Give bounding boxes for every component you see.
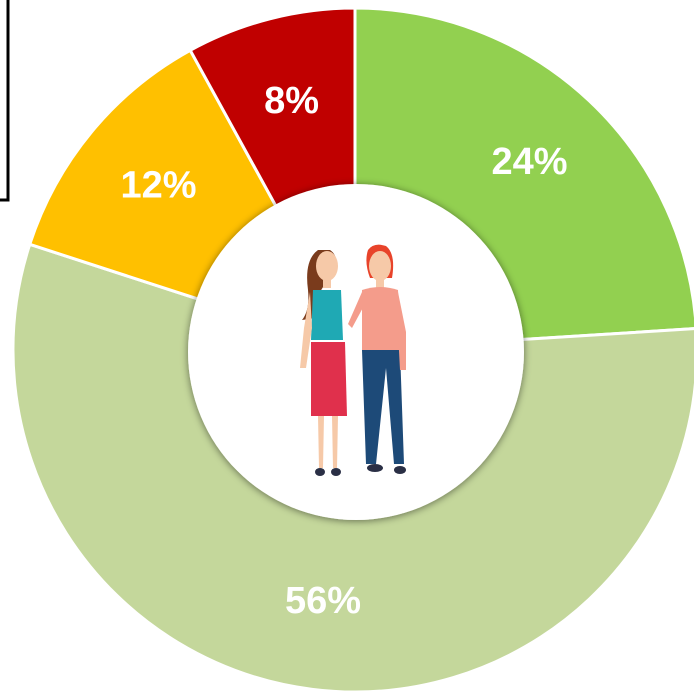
frame-edge [0,0,10,202]
data-label: 12% [120,164,196,206]
donut-hole [188,184,524,520]
data-label: 56% [285,580,361,622]
data-label: 8% [264,80,319,122]
labels: 24% 56% 12% 8% [120,80,567,622]
illustration [300,244,406,476]
data-label: 24% [492,141,568,183]
